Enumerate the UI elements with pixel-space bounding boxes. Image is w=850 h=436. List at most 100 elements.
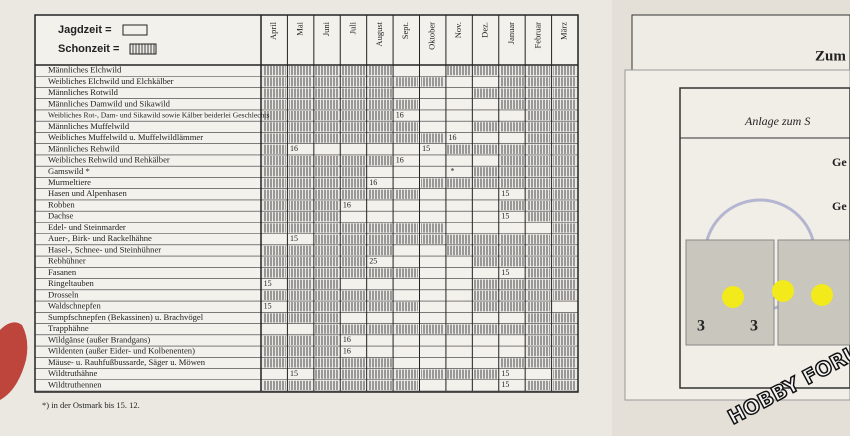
open-cell <box>421 88 445 98</box>
open-cell <box>421 313 445 323</box>
open-cell <box>421 380 445 390</box>
stamp-value: 3 <box>697 318 705 335</box>
open-cell <box>447 290 471 301</box>
closed-cell <box>315 257 339 267</box>
species-name: Männliches Muffelwild <box>48 121 130 131</box>
closed-cell <box>368 77 392 87</box>
closed-cell <box>394 189 418 199</box>
closed-cell <box>262 167 286 177</box>
open-cell <box>394 347 418 357</box>
closed-cell <box>553 144 577 154</box>
closed-cell <box>262 122 286 132</box>
open-cell <box>473 223 498 233</box>
closed-cell <box>262 245 286 256</box>
closed-cell <box>447 144 471 154</box>
closed-cell <box>262 212 286 222</box>
open-cell <box>394 144 418 154</box>
closed-cell <box>447 66 471 76</box>
closed-cell <box>315 302 339 312</box>
open-cell <box>421 347 445 357</box>
closed-cell <box>288 380 313 390</box>
closed-cell <box>421 234 445 244</box>
closed-cell <box>368 155 392 166</box>
closed-cell <box>341 380 366 390</box>
open-cell <box>473 380 498 390</box>
note-text: 15 <box>501 189 509 198</box>
closed-cell <box>526 133 551 143</box>
closed-cell <box>262 347 286 357</box>
closed-cell <box>500 257 524 267</box>
species-name: Wildgänse (außer Brandgans) <box>48 334 150 344</box>
species-name: Auer-, Birk- und Rackelhähne <box>48 233 152 243</box>
open-cell <box>421 279 445 289</box>
closed-cell <box>262 313 286 323</box>
closed-cell <box>553 245 577 256</box>
closed-cell <box>553 313 577 323</box>
open-cell <box>421 335 445 346</box>
species-name: Weibliches Rehwild und Rehkälber <box>48 155 170 165</box>
closed-cell <box>288 257 313 267</box>
note-text: 16 <box>369 178 377 187</box>
note-text: 16 <box>343 335 351 344</box>
open-cell <box>341 279 366 289</box>
closed-cell <box>315 212 339 222</box>
closed-cell <box>500 167 524 177</box>
open-cell <box>262 324 286 334</box>
closed-cell <box>368 133 392 143</box>
closed-cell <box>288 358 313 368</box>
closed-cell <box>526 302 551 312</box>
closed-cell <box>288 268 313 278</box>
closed-cell <box>553 223 577 233</box>
species-name: Hasel-, Schnee- und Steinhühner <box>48 244 161 254</box>
closed-cell <box>368 189 392 199</box>
open-cell <box>368 212 392 222</box>
closed-cell <box>553 122 577 132</box>
closed-cell <box>288 347 313 357</box>
note-bg <box>262 279 276 289</box>
note-text: 16 <box>396 155 404 164</box>
open-cell <box>526 223 551 233</box>
closed-cell <box>368 290 392 301</box>
closed-cell <box>526 77 551 87</box>
note-bg <box>394 110 408 121</box>
month-label: Oktober <box>427 22 437 50</box>
closed-cell <box>288 155 313 166</box>
species-name: Murmeltiere <box>48 177 91 187</box>
note-text: 16 <box>290 144 298 153</box>
open-cell <box>473 155 498 166</box>
note-bg <box>288 369 303 379</box>
open-cell <box>288 324 313 334</box>
closed-cell <box>288 167 313 177</box>
closed-cell <box>500 290 524 301</box>
closed-cell <box>500 302 524 312</box>
closed-cell <box>262 257 286 267</box>
open-cell <box>500 223 524 233</box>
open-cell <box>262 369 286 379</box>
closed-cell <box>315 122 339 132</box>
closed-cell <box>473 245 498 256</box>
closed-cell <box>341 178 366 188</box>
closed-cell <box>526 167 551 177</box>
legend-label: Jagdzeit = <box>58 24 112 36</box>
closed-cell <box>553 133 577 143</box>
species-name: Robben <box>48 199 75 209</box>
note-text: 15 <box>264 279 272 288</box>
open-cell <box>473 268 498 278</box>
closed-cell <box>447 245 471 256</box>
closed-cell <box>262 358 286 368</box>
note-text: 16 <box>449 133 457 142</box>
closed-cell <box>315 347 339 357</box>
open-cell <box>447 77 471 87</box>
note-bg <box>500 268 514 278</box>
closed-cell <box>315 335 339 346</box>
right-title: Zum <box>815 48 846 64</box>
open-cell <box>421 212 445 222</box>
closed-cell <box>526 212 551 222</box>
closed-cell <box>526 358 551 368</box>
closed-cell <box>500 155 524 166</box>
closed-cell <box>526 110 551 121</box>
closed-cell <box>553 257 577 267</box>
closed-cell <box>394 234 418 244</box>
closed-cell <box>262 223 286 233</box>
closed-cell <box>473 178 498 188</box>
